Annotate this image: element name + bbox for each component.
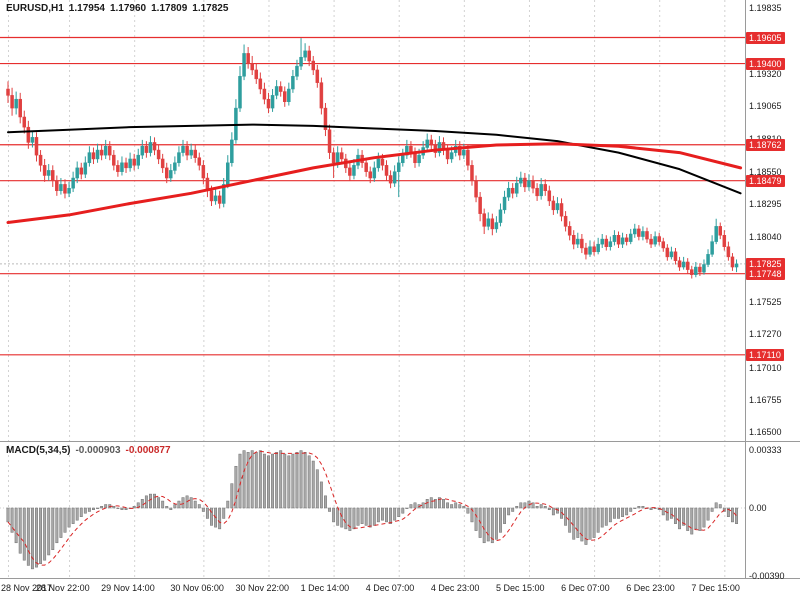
price-tick-label: 1.18810 xyxy=(749,134,782,144)
price-tick-label: 1.18550 xyxy=(749,166,782,177)
price-level-badge: 1.17825 xyxy=(746,257,785,270)
level-lines xyxy=(0,36,745,356)
time-tick-label: 6 Dec 07:00 xyxy=(561,583,610,593)
time-tick-label: 28 Nov 22:00 xyxy=(36,583,90,593)
ma-fast-line xyxy=(6,142,743,225)
time-tick-label: 29 Nov 14:00 xyxy=(101,583,155,593)
price-tick-label: 1.17010 xyxy=(749,362,782,373)
time-tick-label: 6 Dec 23:00 xyxy=(626,583,675,593)
ma-slow-line xyxy=(7,123,742,195)
grid-lines xyxy=(8,0,726,578)
ohlc-close: 1.17825 xyxy=(192,3,229,14)
time-tick-label: 1 Dec 14:00 xyxy=(300,583,350,593)
time-tick-label: 30 Nov 06:00 xyxy=(170,583,224,593)
time-tick-label: 4 Dec 23:00 xyxy=(430,583,480,593)
macd-signal-value: -0.000877 xyxy=(125,445,171,456)
macd-tick-label: 0.00333 xyxy=(749,445,782,456)
macd-signal-line xyxy=(7,450,737,566)
macd-name: MACD(5,34,5) xyxy=(6,445,71,456)
price-level-badge: 1.18762 xyxy=(746,138,785,151)
time-tick-label: 4 Dec 07:00 xyxy=(365,583,415,593)
time-tick-label: 30 Nov 22:00 xyxy=(235,583,290,593)
pane-separators xyxy=(0,0,800,579)
price-tick-label: 1.18040 xyxy=(749,231,782,242)
time-axis[interactable]: 28 Nov 2017 28 Nov 22:00 29 Nov 14:00 30 No… xyxy=(0,579,800,600)
price-level-badge: 1.19400 xyxy=(746,57,785,70)
macd-tick-label: -0.00390 xyxy=(749,570,785,581)
candles xyxy=(6,38,739,279)
time-tick-label: 5 Dec 15:00 xyxy=(495,583,545,593)
price-tick-label: 1.17525 xyxy=(749,297,782,308)
macd-tick-label: 0.00 xyxy=(749,503,767,513)
macd-histogram xyxy=(6,450,738,570)
time-tick-label: 28 Nov 2017 xyxy=(1,583,53,593)
price-level-badge: 1.18479 xyxy=(746,174,785,187)
ohlc-open: 1.17954 xyxy=(68,3,105,14)
price-tick-label: 1.19320 xyxy=(749,68,782,79)
ohlc-high: 1.17960 xyxy=(109,3,147,14)
price-level-badge: 1.17748 xyxy=(746,267,785,280)
price-tick-label: 1.18295 xyxy=(749,199,782,210)
price-axis[interactable]: 1.19835 1.19320 1.19065 1.18810 1.18550 1.182… xyxy=(746,0,800,600)
macd-indicator-label: MACD(5,34,5) -0.000903 -0.000877 xyxy=(6,445,171,456)
time-tick-label: 7 Dec 15:00 xyxy=(691,583,740,593)
price-level-badge: 1.17110 xyxy=(746,348,784,361)
price-tick-label: 1.19835 xyxy=(749,3,782,14)
price-tick-label: 1.16755 xyxy=(749,394,782,405)
ohlc-low: 1.17809 xyxy=(151,3,188,14)
price-tick-label: 1.19065 xyxy=(749,101,782,112)
symbol-ohlc-label: EURUSD,H1 1.17954 1.17960 1.17809 1.17825 xyxy=(6,3,233,14)
symbol-timeframe: EURUSD,H1 xyxy=(6,3,64,14)
macd-main-value: -0.000903 xyxy=(75,445,121,456)
price-tick-label: 1.16500 xyxy=(749,427,782,438)
price-level-badge: 1.19605 xyxy=(746,31,785,44)
price-tick-label: 1.17270 xyxy=(749,329,782,340)
